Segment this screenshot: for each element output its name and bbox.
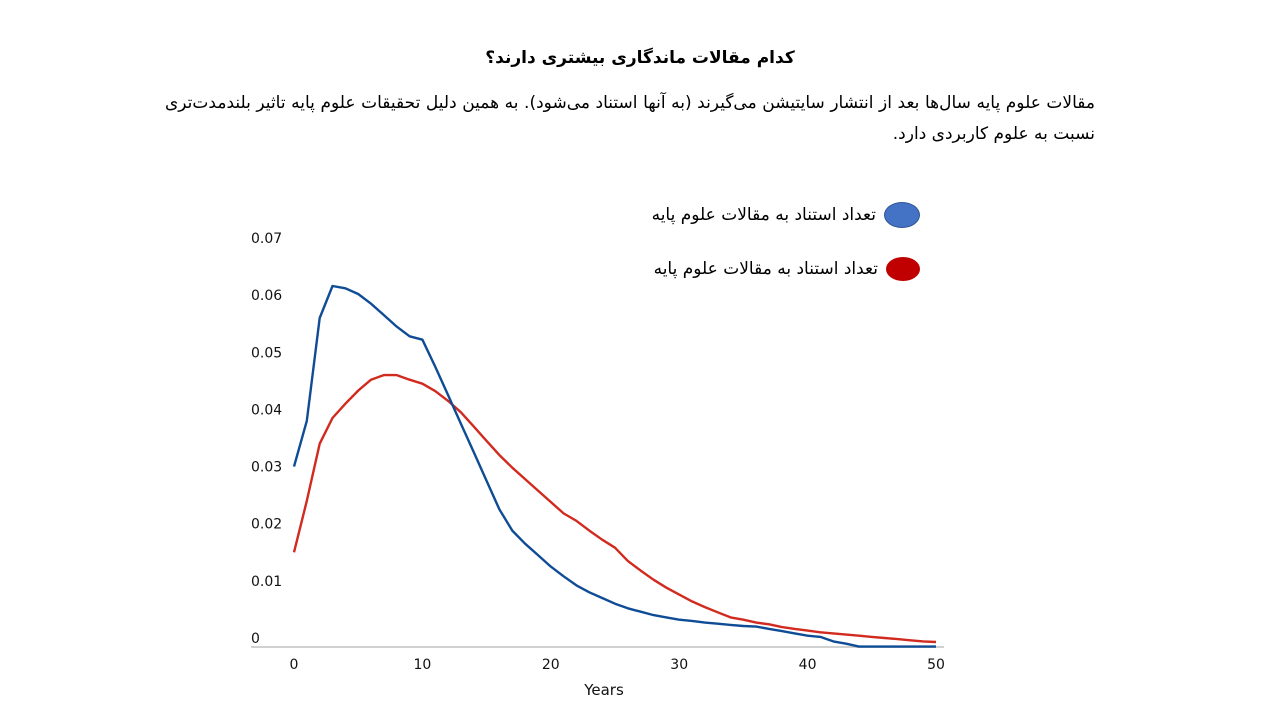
- x-tick-label: 50: [927, 657, 945, 673]
- legend-item-blue: تعداد استناد به مقالات علوم پایه: [640, 202, 920, 228]
- x-axis-label: Years: [583, 681, 624, 699]
- legend-swatch-blue-icon: [884, 202, 920, 228]
- x-tick-label: 10: [413, 657, 431, 673]
- y-tick-label: 0.01: [251, 574, 282, 590]
- series-line-red: [292, 373, 937, 644]
- legend-item-red: تعداد استناد به مقالات علوم پایه: [640, 257, 920, 281]
- x-tick-label: 30: [670, 657, 688, 673]
- y-axis-ticks: 0 0.01 0.02 0.03 0.04 0.05 0.06 0.07: [251, 231, 282, 647]
- y-tick-label: 0.02: [251, 517, 282, 533]
- slide-title: کدام مقالات ماندگاری بیشتری دارند؟: [485, 48, 795, 68]
- y-tick-label: 0.04: [251, 402, 282, 418]
- x-tick-label: 20: [542, 657, 560, 673]
- x-tick-label: 0: [290, 657, 299, 673]
- x-axis-ticks: 0 10 20 30 40 50: [290, 657, 945, 673]
- slide-paragraph: مقالات علوم پایه سال‌ها بعد از انتشار سا…: [165, 93, 1095, 144]
- y-tick-label: 0.03: [251, 460, 282, 476]
- y-tick-label: 0: [251, 631, 260, 647]
- legend-swatch-red-icon: [886, 257, 920, 281]
- y-tick-label: 0.06: [251, 288, 282, 304]
- x-tick-label: 40: [799, 657, 817, 673]
- legend-label-red: تعداد استناد به مقالات علوم پایه: [653, 259, 878, 279]
- series-line-blue: [292, 284, 936, 648]
- legend-label-blue: تعداد استناد به مقالات علوم پایه: [651, 205, 876, 225]
- y-tick-label: 0.05: [251, 345, 282, 361]
- y-tick-label: 0.07: [251, 231, 282, 247]
